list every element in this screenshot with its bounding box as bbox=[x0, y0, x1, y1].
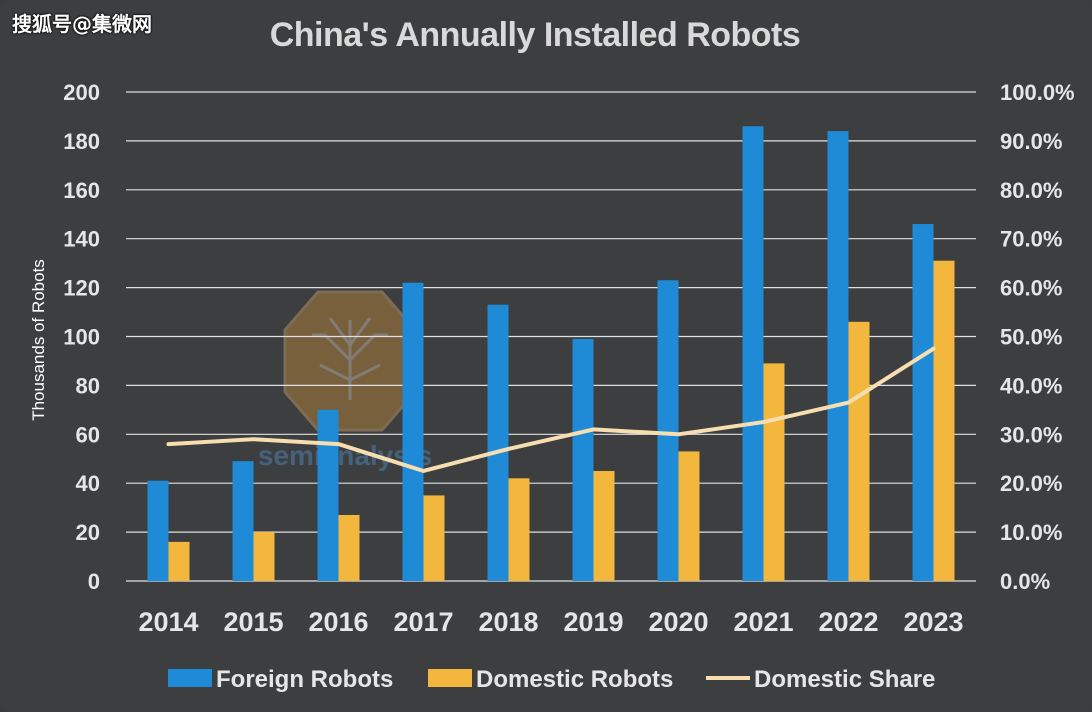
domestic-bar bbox=[848, 321, 870, 581]
legend-label: Foreign Robots bbox=[216, 666, 393, 693]
y2-tick-label: 100.0% bbox=[1000, 80, 1075, 105]
y-tick-label: 160 bbox=[63, 178, 100, 203]
domestic-bar bbox=[423, 495, 445, 581]
y-tick-label: 120 bbox=[63, 276, 100, 301]
x-axis: 2014 2015 2016 2017 2018 2019 2020 2021 2022 2023 bbox=[138, 607, 963, 637]
domestic-bar bbox=[763, 363, 785, 581]
foreign-bar bbox=[147, 480, 169, 581]
x-tick-label: 2020 bbox=[648, 607, 708, 637]
x-tick-label: 2017 bbox=[393, 607, 453, 637]
watermark-octagon bbox=[283, 290, 417, 432]
y2-tick-label: 10.0% bbox=[1000, 520, 1062, 545]
domestic-share-line bbox=[166, 346, 936, 473]
domestic-bar bbox=[593, 470, 615, 581]
tree-icon bbox=[312, 317, 388, 400]
y2-tick-label: 60.0% bbox=[1000, 276, 1062, 301]
y2-tick-label: 30.0% bbox=[1000, 422, 1062, 447]
foreign-bar bbox=[827, 131, 849, 581]
foreign-bar bbox=[402, 282, 424, 581]
x-tick-label: 2023 bbox=[903, 607, 963, 637]
bars bbox=[147, 126, 955, 581]
foreign-bar bbox=[572, 338, 594, 581]
y-tick-label: 200 bbox=[63, 80, 100, 105]
x-tick-label: 2022 bbox=[818, 607, 878, 637]
domestic-bar bbox=[508, 478, 530, 581]
x-tick-label: 2018 bbox=[478, 607, 538, 637]
y2-tick-label: 50.0% bbox=[1000, 325, 1062, 350]
foreign-bar bbox=[912, 224, 934, 581]
chart-title: China's Annually Installed Robots bbox=[269, 16, 801, 54]
x-tick-label: 2021 bbox=[733, 607, 793, 637]
domestic-bar bbox=[338, 514, 360, 581]
y-tick-label: 0 bbox=[88, 569, 100, 594]
y2-tick-label: 20.0% bbox=[1000, 471, 1062, 496]
y-tick-label: 60 bbox=[76, 422, 100, 447]
x-tick-label: 2019 bbox=[563, 607, 623, 637]
x-tick-label: 2015 bbox=[223, 607, 283, 637]
y-tick-label: 180 bbox=[63, 129, 100, 154]
y-tick-label: 140 bbox=[63, 227, 100, 252]
domestic-bar bbox=[678, 451, 700, 581]
y-tick-label: 20 bbox=[76, 520, 100, 545]
legend-swatch-domestic bbox=[428, 669, 472, 687]
domestic-bar bbox=[168, 541, 190, 581]
foreign-bar bbox=[657, 280, 679, 581]
y-tick-label: 100 bbox=[63, 325, 100, 350]
y-tick-label: 40 bbox=[76, 471, 100, 496]
foreign-bar bbox=[317, 409, 339, 581]
y2-tick-label: 40.0% bbox=[1000, 373, 1062, 398]
y2-tick-label: 80.0% bbox=[1000, 178, 1062, 203]
y-axis-right: 0.0% 10.0% 20.0% 30.0% 40.0% 50.0% 60.0% 70.0% 8… bbox=[1000, 80, 1075, 594]
legend: Foreign Robots Domestic Robots Domestic Sh… bbox=[168, 666, 935, 693]
share-line bbox=[166, 346, 936, 473]
source-watermark: 搜狐号@集微网 bbox=[12, 12, 152, 36]
y-tick-label: 80 bbox=[76, 373, 100, 398]
legend-label: Domestic Robots bbox=[476, 666, 673, 693]
x-tick-label: 2014 bbox=[138, 607, 198, 637]
y2-tick-label: 0.0% bbox=[1000, 569, 1050, 594]
y2-tick-label: 90.0% bbox=[1000, 129, 1062, 154]
foreign-bar bbox=[232, 461, 254, 581]
legend-swatch-foreign bbox=[168, 669, 212, 687]
y-axis-title: Thousands of Robots bbox=[29, 259, 48, 421]
y-axis-left: 0 20 40 60 80 100 120 140 160 180 200 bbox=[63, 80, 100, 594]
legend-label: Domestic Share bbox=[754, 666, 935, 693]
domestic-bar bbox=[933, 260, 955, 581]
x-tick-label: 2016 bbox=[308, 607, 368, 637]
foreign-bar bbox=[487, 304, 509, 581]
domestic-bar bbox=[253, 532, 275, 581]
foreign-bar bbox=[742, 126, 764, 581]
y2-tick-label: 70.0% bbox=[1000, 227, 1062, 252]
